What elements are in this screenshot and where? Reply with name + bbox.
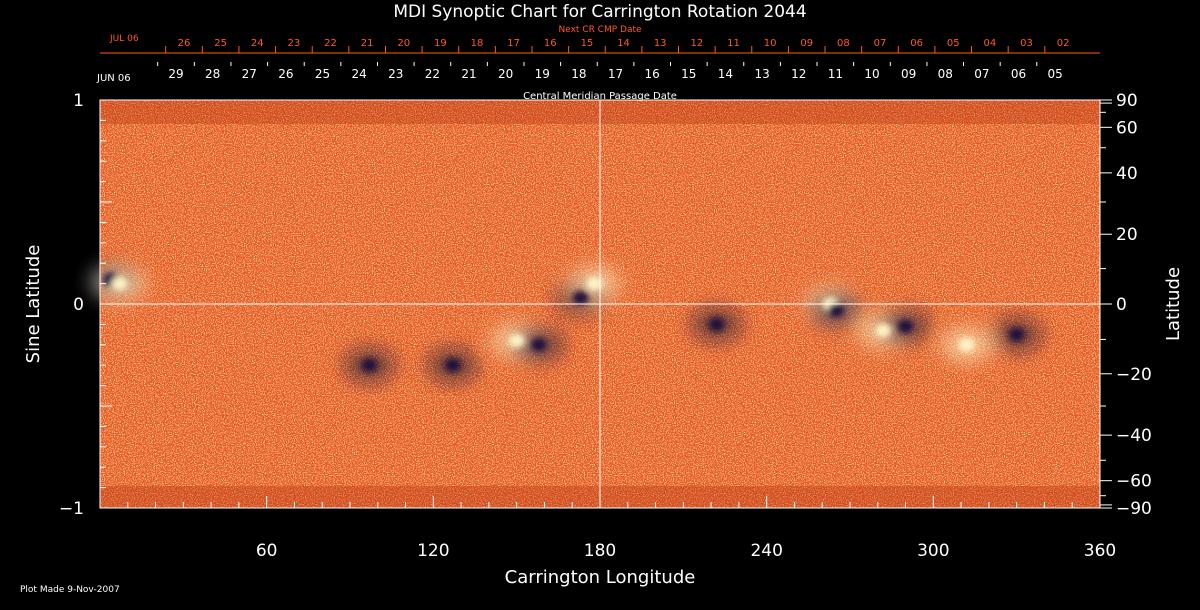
next-cr-day-label: 06 bbox=[910, 38, 923, 49]
y2-axis-label: Latitude bbox=[1163, 267, 1184, 341]
next-cr-day-label: 16 bbox=[544, 38, 557, 49]
next-cr-start-label: JUL 06 bbox=[109, 34, 139, 44]
x-tick-label: 120 bbox=[417, 541, 449, 561]
x-tick-label: 360 bbox=[1084, 541, 1116, 561]
cmp-day-label: 24 bbox=[352, 67, 367, 81]
cmp-day-label: 17 bbox=[608, 67, 623, 81]
latitude-tick-label: −90 bbox=[1116, 499, 1152, 519]
next-cr-day-label: 08 bbox=[837, 38, 850, 49]
next-cr-day-label: 12 bbox=[690, 38, 703, 49]
negative-region bbox=[897, 319, 914, 334]
latitude-tick-label: 90 bbox=[1116, 91, 1138, 111]
cmp-day-label: 19 bbox=[535, 67, 550, 81]
cmp-day-label: 12 bbox=[791, 67, 806, 81]
cmp-day-label: 23 bbox=[388, 67, 403, 81]
next-cr-day-label: 24 bbox=[251, 38, 264, 49]
latitude-tick-label: −20 bbox=[1116, 365, 1152, 385]
cmp-day-label: 20 bbox=[498, 67, 513, 81]
next-cr-day-label: 13 bbox=[654, 38, 667, 49]
negative-region bbox=[572, 290, 589, 305]
negative-region bbox=[530, 337, 547, 352]
cmp-day-label: 18 bbox=[571, 67, 586, 81]
next-cr-day-label: 05 bbox=[947, 38, 960, 49]
positive-region bbox=[508, 333, 525, 348]
positive-region bbox=[586, 276, 603, 291]
cmp-label: Central Meridian Passage Date bbox=[523, 91, 677, 102]
cmp-day-label: 16 bbox=[645, 67, 660, 81]
y-tick-label: −1 bbox=[59, 499, 84, 519]
latitude-tick-label: −60 bbox=[1116, 472, 1152, 492]
latitude-tick-label: −40 bbox=[1116, 426, 1152, 446]
positive-region bbox=[875, 323, 892, 338]
y-tick-label: 1 bbox=[73, 91, 84, 111]
next-cr-day-label: 22 bbox=[324, 38, 337, 49]
next-cr-day-label: 03 bbox=[1020, 38, 1033, 49]
x-tick-label: 60 bbox=[256, 541, 278, 561]
cmp-day-label: 27 bbox=[242, 67, 257, 81]
next-cr-day-label: 02 bbox=[1057, 38, 1070, 49]
cmp-day-label: 09 bbox=[901, 67, 916, 81]
x-tick-label: 240 bbox=[750, 541, 782, 561]
next-cr-day-label: 26 bbox=[178, 38, 191, 49]
next-cr-day-label: 15 bbox=[581, 38, 594, 49]
cmp-day-label: 25 bbox=[315, 67, 330, 81]
positive-region bbox=[111, 276, 128, 291]
negative-region bbox=[1008, 327, 1025, 342]
negative-region bbox=[708, 317, 725, 332]
cmp-day-label: 15 bbox=[681, 67, 696, 81]
latitude-tick-label: 40 bbox=[1116, 164, 1138, 184]
chart-title: MDI Synoptic Chart for Carrington Rotati… bbox=[393, 2, 806, 22]
next-cr-label: Next CR CMP Date bbox=[558, 25, 642, 35]
next-cr-day-label: 10 bbox=[764, 38, 777, 49]
y-axis-label: Sine Latitude bbox=[23, 245, 44, 364]
next-cr-day-label: 21 bbox=[361, 38, 374, 49]
next-cr-day-label: 07 bbox=[874, 38, 887, 49]
x-tick-label: 300 bbox=[917, 541, 949, 561]
positive-region bbox=[958, 337, 975, 352]
y-axis-latitude: 90 60 40 20 0 −20 −40 −60 −90 bbox=[1100, 91, 1152, 519]
cmp-day-label: 21 bbox=[461, 67, 476, 81]
next-cr-day-label: 18 bbox=[471, 38, 484, 49]
x-axis-label: Carrington Longitude bbox=[505, 567, 696, 588]
next-cr-day-label: 14 bbox=[617, 38, 630, 49]
next-cr-day-label: 04 bbox=[983, 38, 996, 49]
next-cr-day-label: 11 bbox=[727, 38, 740, 49]
cmp-day-label: 07 bbox=[974, 67, 989, 81]
cmp-start-label: JUN 06 bbox=[96, 73, 131, 84]
cmp-day-label: 14 bbox=[718, 67, 733, 81]
cmp-day-label: 08 bbox=[938, 67, 953, 81]
cmp-day-label: 13 bbox=[754, 67, 769, 81]
cmp-day-label: 05 bbox=[1047, 67, 1062, 81]
next-cr-day-label: 09 bbox=[800, 38, 813, 49]
cmp-day-label: 26 bbox=[278, 67, 293, 81]
cmp-axis: JUN 06 29 28 27 26 25 24 23 22 21 20 19 18 17 16 15 14 1… bbox=[96, 62, 1063, 84]
cmp-day-label: 29 bbox=[168, 67, 183, 81]
negative-region bbox=[361, 358, 378, 373]
next-cr-day-label: 25 bbox=[214, 38, 227, 49]
cmp-day-label: 10 bbox=[864, 67, 879, 81]
negative-region bbox=[444, 358, 461, 373]
next-cr-day-label: 20 bbox=[397, 38, 410, 49]
negative-region bbox=[828, 303, 845, 318]
latitude-tick-label: 20 bbox=[1116, 225, 1138, 245]
next-cr-day-label: 23 bbox=[288, 38, 301, 49]
next-cr-day-label: 19 bbox=[434, 38, 447, 49]
cmp-day-label: 28 bbox=[205, 67, 220, 81]
cmp-day-label: 11 bbox=[828, 67, 843, 81]
latitude-tick-label: 60 bbox=[1116, 118, 1138, 138]
plot-made-note: Plot Made 9-Nov-2007 bbox=[20, 585, 120, 595]
next-cr-axis: Next CR CMP Date JUL 06 26 25 24 23 22 21 20 19… bbox=[100, 25, 1100, 54]
next-cr-day-label: 17 bbox=[507, 38, 520, 49]
cmp-day-label: 22 bbox=[425, 67, 440, 81]
cmp-day-label: 06 bbox=[1011, 67, 1026, 81]
latitude-tick-label: 0 bbox=[1116, 295, 1127, 315]
x-axis: 60 120 180 240 300 360 bbox=[127, 496, 1116, 561]
y-axis-sine-latitude: 1 0 −1 bbox=[59, 91, 112, 519]
x-tick-label: 180 bbox=[584, 541, 616, 561]
y-tick-label: 0 bbox=[73, 295, 84, 315]
